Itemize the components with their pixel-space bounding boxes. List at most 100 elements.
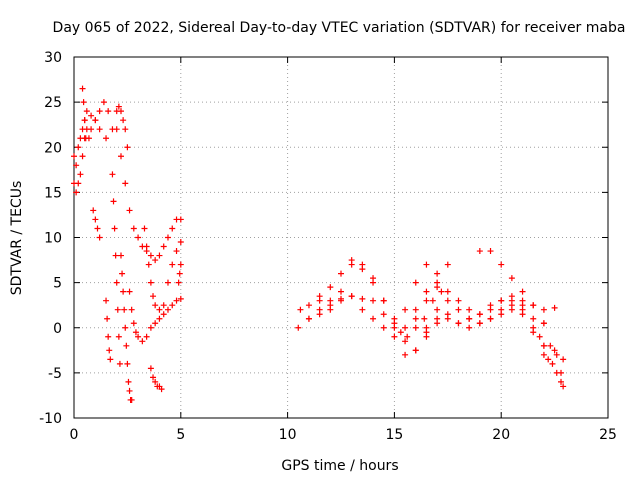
data-point <box>128 396 135 403</box>
series-trace-14 <box>305 257 451 331</box>
data-point <box>164 234 171 241</box>
data-point <box>327 284 334 291</box>
series-trace-15 <box>316 293 430 358</box>
series-trace-12 <box>295 288 445 340</box>
data-point <box>122 324 129 331</box>
data-point <box>117 108 124 115</box>
series-trace-7 <box>113 126 184 264</box>
data-point <box>75 144 82 151</box>
data-point <box>122 180 129 187</box>
data-point <box>103 297 110 304</box>
data-point <box>156 315 163 322</box>
data-point <box>412 279 419 286</box>
data-point <box>297 306 304 313</box>
y-tick-label: 30 <box>44 50 62 66</box>
data-point <box>551 347 558 354</box>
data-point <box>105 108 112 115</box>
data-point <box>402 324 409 331</box>
data-point <box>558 378 565 385</box>
x-tick-label: 20 <box>492 427 510 443</box>
data-point <box>295 324 302 331</box>
data-point <box>560 356 567 363</box>
data-point <box>96 108 103 115</box>
data-point <box>92 117 99 124</box>
data-point <box>177 239 184 246</box>
y-tick-label: 20 <box>44 140 62 156</box>
data-point <box>152 257 159 264</box>
x-tick-label: 10 <box>279 427 297 443</box>
data-point <box>105 333 112 340</box>
data-point <box>487 302 494 309</box>
data-point <box>412 347 419 354</box>
data-point <box>370 275 377 282</box>
series-trace-13 <box>297 261 441 354</box>
data-point <box>80 99 87 106</box>
data-point <box>169 225 176 232</box>
data-point <box>380 297 387 304</box>
data-point <box>156 306 163 313</box>
data-point <box>423 288 430 295</box>
data-point <box>423 297 430 304</box>
data-point <box>120 288 127 295</box>
data-markers <box>71 85 567 403</box>
data-point <box>164 279 171 286</box>
data-point <box>125 378 132 385</box>
y-tick-label: -10 <box>39 411 62 427</box>
data-point <box>115 333 122 340</box>
data-point <box>412 324 419 331</box>
data-point <box>380 324 387 331</box>
data-point <box>119 270 126 277</box>
y-tick-label: 5 <box>53 276 62 292</box>
data-point <box>519 288 526 295</box>
data-point <box>75 180 82 187</box>
data-point <box>536 333 543 340</box>
data-point <box>530 302 537 309</box>
data-point <box>434 270 441 277</box>
data-point <box>130 225 137 232</box>
x-tick-label: 5 <box>176 427 185 443</box>
data-point <box>143 243 150 250</box>
data-point <box>508 275 515 282</box>
series-trace-8 <box>126 288 184 345</box>
data-point <box>540 320 547 327</box>
data-point <box>338 288 344 295</box>
data-point <box>397 329 404 336</box>
data-point <box>158 386 165 393</box>
data-point <box>147 279 154 286</box>
data-point <box>176 270 183 277</box>
grid <box>74 57 608 418</box>
data-point <box>114 306 121 313</box>
data-point <box>77 171 84 178</box>
data-point <box>117 153 124 160</box>
data-point <box>423 329 430 336</box>
data-point <box>132 329 139 336</box>
data-point <box>152 320 159 327</box>
series-trace-10 <box>147 365 165 393</box>
data-point <box>370 315 377 322</box>
series-trace-5 <box>103 297 114 363</box>
data-point <box>152 378 159 385</box>
series-trace-9 <box>141 225 184 313</box>
data-point <box>338 270 344 277</box>
data-point <box>110 198 117 205</box>
data-point <box>487 315 494 322</box>
data-point <box>123 342 130 349</box>
axis-ticks: 0 5 10 15 20 25 -10 -5 0 5 10 15 20 25 30 <box>39 50 617 443</box>
data-point <box>508 293 515 300</box>
data-point <box>164 306 171 313</box>
data-point <box>92 216 99 223</box>
data-point <box>391 333 398 340</box>
data-point <box>553 369 560 376</box>
x-axis-label: GPS time / hours <box>281 458 398 474</box>
data-point <box>173 297 180 304</box>
data-point <box>107 356 114 363</box>
chart-title: Day 065 of 2022, Sidereal Day-to-day VTE… <box>53 20 626 36</box>
data-point <box>402 338 409 345</box>
data-point <box>88 112 95 119</box>
data-point <box>547 342 554 349</box>
data-point <box>530 329 537 336</box>
data-point <box>135 234 142 241</box>
data-point <box>73 162 80 169</box>
data-point <box>540 342 547 349</box>
data-point <box>126 207 133 214</box>
